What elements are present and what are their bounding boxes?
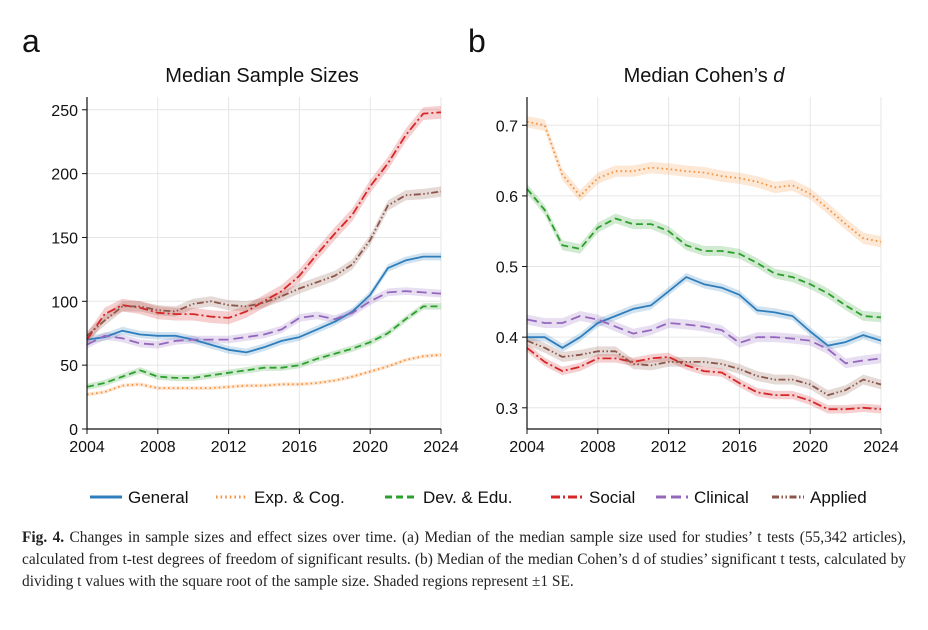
legend-label-applied: Applied <box>810 488 867 507</box>
se-band-social <box>87 105 441 347</box>
y-tick-label: 0.3 <box>496 401 518 418</box>
series-line-exp-cog <box>526 120 882 243</box>
caption-text: Changes in sample sizes and effect sizes… <box>22 529 906 590</box>
x-tick-label: 2008 <box>140 439 176 456</box>
y-tick-label: 100 <box>51 294 78 311</box>
y-tick-label: 0.6 <box>496 189 518 206</box>
legend-label-social: Social <box>589 488 635 507</box>
panel-a-plot: 2004 2008 2012 2016 2020 2024 0 50 100 150 200 250 <box>51 97 459 456</box>
y-tick-label: 0.5 <box>496 260 518 277</box>
y-tick-label: 250 <box>51 103 78 120</box>
x-tick-label: 2004 <box>509 439 545 456</box>
legend-label-general: General <box>128 488 188 507</box>
y-tick-label: 200 <box>51 167 78 184</box>
legend-label-dev-edu: Dev. & Edu. <box>423 488 512 507</box>
panel-b-title-text: Median Cohen’s <box>624 65 774 87</box>
series-line-clinical <box>526 315 882 365</box>
figure-caption: Fig. 4. Changes in sample sizes and effe… <box>22 527 906 593</box>
legend-label-exp-cog: Exp. & Cog. <box>254 488 345 507</box>
se-band-general <box>87 252 441 357</box>
x-tick-label: 2008 <box>580 439 616 456</box>
x-tick-label: 2016 <box>282 439 318 456</box>
se-band-clinical <box>527 311 881 369</box>
panel-b-plot: 2004 2008 2012 2016 2020 2024 0.3 0.4 0.5 0.6 0.7 <box>496 97 899 456</box>
series-line-general <box>86 255 441 354</box>
y-tick-label: 0 <box>69 422 78 439</box>
figure-canvas: a b Median Sample Sizes Median Cohen’s d… <box>22 23 899 507</box>
panel-b-title: Median Cohen’s d <box>624 65 786 87</box>
series-line-clinical <box>86 290 442 346</box>
x-tick-label: 2016 <box>722 439 758 456</box>
x-tick-label: 2024 <box>863 439 899 456</box>
y-tick-label: 50 <box>60 358 78 375</box>
se-band-exp-cog <box>527 116 881 248</box>
x-tick-label: 2020 <box>352 439 388 456</box>
x-tick-label: 2012 <box>651 439 687 456</box>
y-tick-label: 0.7 <box>496 118 518 135</box>
legend: General Exp. & Cog. Dev. & Edu. Social Clini… <box>90 488 867 507</box>
x-tick-label: 2020 <box>792 439 828 456</box>
panel-b-letter: b <box>468 23 486 59</box>
x-tick-label: 2024 <box>423 439 459 456</box>
series-line-dev-edu <box>86 305 441 388</box>
y-tick-label: 0.4 <box>496 330 518 347</box>
series-line-social <box>86 111 442 341</box>
panel-b-title-italic: d <box>773 65 785 87</box>
series-line-applied <box>86 190 442 337</box>
y-tick-label: 150 <box>51 230 78 247</box>
caption-label: Fig. 4. <box>22 529 65 546</box>
se-band-clinical <box>87 287 441 349</box>
series-line-dev-edu <box>526 188 882 319</box>
x-tick-label: 2004 <box>69 439 105 456</box>
series-line-social <box>526 347 882 411</box>
series-line-exp-cog <box>86 354 442 396</box>
x-tick-label: 2012 <box>211 439 247 456</box>
plot-area <box>87 97 441 429</box>
panel-a-title: Median Sample Sizes <box>165 65 358 87</box>
panel-a-letter: a <box>22 23 40 59</box>
legend-label-clinical: Clinical <box>694 488 749 507</box>
plot-area <box>527 97 881 429</box>
series-line-general <box>527 276 882 349</box>
se-band-general <box>527 272 881 352</box>
series-line-applied <box>526 339 882 397</box>
